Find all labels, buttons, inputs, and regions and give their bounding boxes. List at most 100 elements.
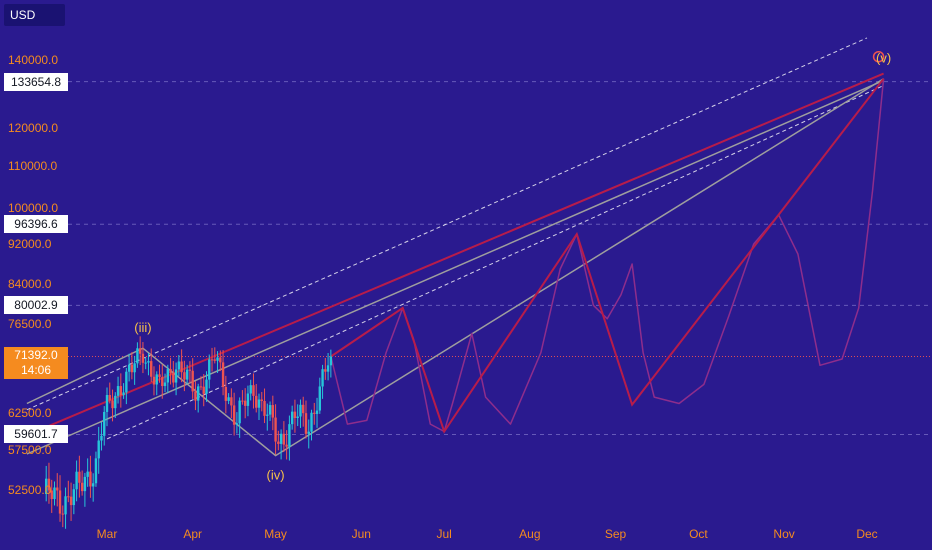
candle-body	[163, 382, 167, 387]
candle-body	[266, 414, 269, 416]
candle-body	[147, 361, 150, 363]
candle-body	[169, 369, 172, 374]
candle-body	[188, 369, 192, 371]
candle-body	[158, 374, 161, 378]
candle-body	[78, 471, 81, 483]
wave-label-0: (iii)	[134, 320, 151, 335]
live-price-tag: 71392.0 14:06	[4, 347, 68, 380]
candle-body	[83, 476, 87, 492]
candle-body	[125, 371, 128, 393]
price-tag-level-4: 59601.7	[4, 425, 68, 444]
candle-body	[58, 490, 62, 514]
candle-body	[213, 359, 216, 361]
candle-body	[299, 404, 302, 417]
x-tick-label: Aug	[519, 527, 540, 541]
candle-body	[263, 400, 266, 416]
candle-body	[61, 513, 64, 515]
candle-body	[235, 423, 239, 425]
candle-body	[144, 362, 147, 364]
x-tick-label: Mar	[97, 527, 118, 541]
projection-zigzag	[330, 78, 885, 434]
candle-body	[103, 411, 106, 436]
y-tick-label: 84000.0	[8, 277, 52, 291]
candle-body	[166, 369, 169, 383]
candle-body	[257, 399, 261, 408]
candle-body	[185, 369, 189, 380]
candle-body	[324, 369, 327, 372]
candle-body	[315, 410, 319, 414]
y-tick-label: 100000.0	[8, 201, 58, 215]
candle-body	[155, 374, 158, 385]
channel-upper-line	[26, 37, 868, 411]
candle-body	[100, 435, 103, 441]
candle-body	[199, 386, 203, 388]
candle-body	[105, 395, 109, 412]
currency-selector[interactable]: USD	[4, 4, 65, 26]
candle-body	[321, 369, 324, 387]
candle-body	[304, 413, 308, 434]
candle-body	[282, 433, 286, 445]
y-tick-label: 62500.0	[8, 406, 52, 420]
candle-body	[138, 348, 142, 354]
candle-body	[136, 348, 139, 364]
candle-body	[197, 386, 200, 401]
candle-body	[130, 364, 134, 373]
candle-body	[208, 359, 211, 380]
candle-body	[56, 487, 59, 491]
candle-body	[210, 359, 214, 361]
candle-body	[313, 412, 316, 414]
channel-mid-upper-line	[26, 72, 884, 437]
candle-body	[268, 405, 272, 415]
candle-body	[67, 496, 70, 498]
live-price-value: 71392.0	[14, 348, 58, 363]
candle-body	[271, 405, 275, 418]
projection-curve	[330, 78, 885, 433]
candle-body	[288, 424, 291, 447]
candle-body	[91, 483, 95, 487]
candle-body	[205, 379, 208, 394]
candle-body	[232, 405, 236, 425]
y-tick-label: 110000.0	[8, 159, 57, 173]
x-tick-label: May	[264, 527, 287, 541]
price-tag-level-2: 96396.6	[4, 215, 68, 234]
candle-body	[224, 386, 228, 401]
candle-body	[150, 361, 153, 377]
candle-body	[290, 411, 294, 425]
price-tag-level-3: 80002.9	[4, 296, 68, 315]
candle-body	[152, 376, 156, 385]
candle-body	[252, 385, 255, 396]
candle-body	[191, 370, 194, 392]
wave-label-2: (v)	[876, 51, 891, 66]
candle-body	[177, 361, 181, 370]
candle-body	[326, 365, 330, 372]
candle-body	[172, 373, 175, 383]
candle-body	[119, 386, 123, 396]
candle-body	[72, 489, 76, 506]
candle-body	[249, 385, 252, 394]
candle-body	[238, 400, 241, 424]
candle-body	[202, 386, 205, 394]
x-tick-label: Jul	[436, 527, 451, 541]
candle-body	[47, 478, 51, 491]
candle-body	[285, 444, 288, 447]
candle-body	[86, 471, 89, 477]
candle-body	[127, 364, 131, 372]
candle-body	[277, 441, 280, 444]
candle-body	[94, 458, 98, 484]
y-tick-label: 57500.0	[8, 443, 52, 457]
candle-body	[133, 363, 136, 373]
candle-body	[227, 397, 230, 401]
target-marker-icon	[872, 50, 885, 63]
y-tick-label: 92000.0	[8, 237, 52, 251]
x-tick-label: Nov	[773, 527, 794, 541]
x-tick-label: Jun	[352, 527, 371, 541]
candle-body	[69, 496, 73, 506]
price-tag-target: 133654.8	[4, 72, 68, 91]
candle-body	[241, 400, 244, 402]
candle-body	[161, 377, 164, 387]
x-tick-label: Apr	[183, 527, 202, 541]
candle-body	[302, 404, 305, 414]
y-tick-label: 140000.0	[8, 53, 58, 67]
candle-body	[318, 386, 321, 411]
